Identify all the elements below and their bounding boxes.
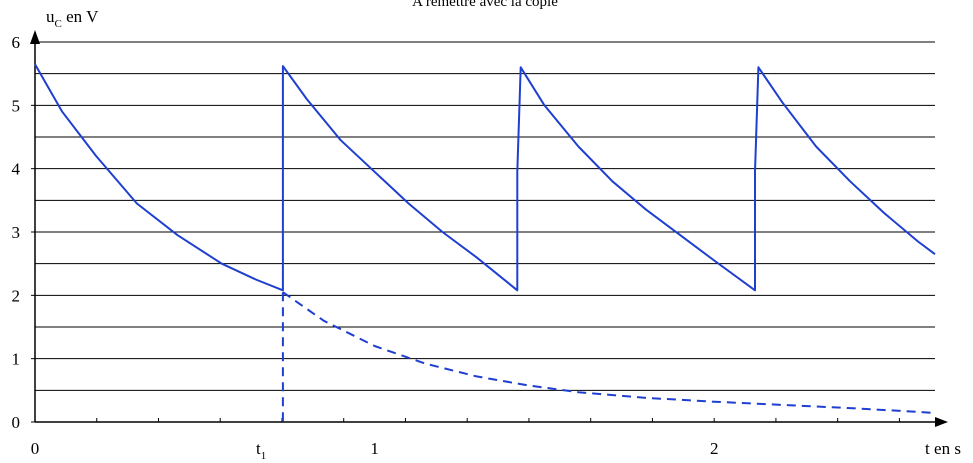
x-tick-label: 1 (370, 439, 379, 458)
series-layer (34, 63, 936, 422)
x-axis-label: t en s (925, 439, 961, 458)
y-tick-label: 3 (12, 223, 21, 242)
y-tick-label: 1 (12, 350, 21, 369)
tick-labels: 0 1 2 3 4 5 6 0 1 2 (12, 33, 719, 458)
solid-series-line (34, 63, 936, 292)
y-tick-label: 2 (12, 286, 21, 305)
x-axis-arrow (935, 417, 948, 427)
y-axis-label: uC en V (46, 7, 99, 30)
x-tick-label: 0 (31, 439, 40, 458)
y-tick-label: 5 (12, 96, 21, 115)
gridlines (35, 41, 935, 391)
y-tick-label: 0 (12, 413, 21, 432)
t1-marker-label: t1 (256, 439, 266, 462)
axes (30, 30, 948, 427)
y-axis-arrow (30, 30, 40, 44)
y-tick-label: 6 (12, 33, 21, 52)
x-tick-label: 2 (710, 439, 719, 458)
chart-title: A remettre avec la copie (412, 0, 558, 10)
dashed-series-line (282, 291, 936, 415)
y-tick-label: 4 (12, 160, 21, 179)
